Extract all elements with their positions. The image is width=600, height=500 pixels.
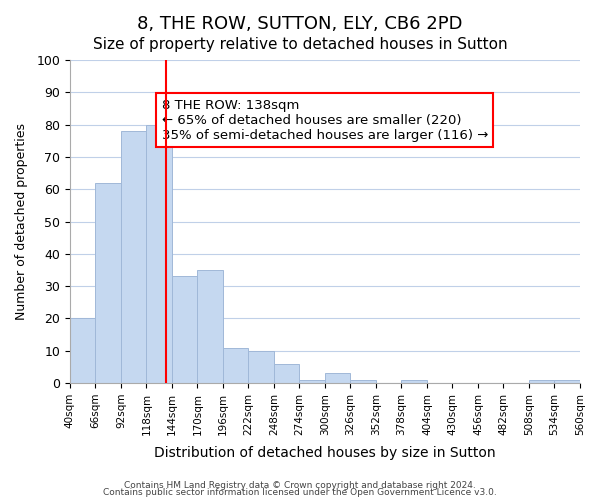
Bar [70,318,95,383]
Text: 8, THE ROW, SUTTON, ELY, CB6 2PD: 8, THE ROW, SUTTON, ELY, CB6 2PD [137,15,463,33]
Text: 8 THE ROW: 138sqm
← 65% of detached houses are smaller (220)
35% of semi-detache: 8 THE ROW: 138sqm ← 65% of detached hous… [162,99,488,142]
Bar [274,364,299,383]
Bar [248,350,274,383]
Y-axis label: Number of detached properties: Number of detached properties [15,123,28,320]
Bar [197,270,223,383]
Bar [146,124,172,383]
Bar [325,374,350,383]
Bar [299,380,325,383]
Bar [223,348,248,383]
Text: Contains public sector information licensed under the Open Government Licence v3: Contains public sector information licen… [103,488,497,497]
Bar [95,183,121,383]
Bar [172,276,197,383]
Bar [529,380,554,383]
Bar [121,131,146,383]
Bar [554,380,580,383]
Bar [401,380,427,383]
Text: Size of property relative to detached houses in Sutton: Size of property relative to detached ho… [92,38,508,52]
X-axis label: Distribution of detached houses by size in Sutton: Distribution of detached houses by size … [154,446,496,460]
Text: Contains HM Land Registry data © Crown copyright and database right 2024.: Contains HM Land Registry data © Crown c… [124,480,476,490]
Bar [350,380,376,383]
